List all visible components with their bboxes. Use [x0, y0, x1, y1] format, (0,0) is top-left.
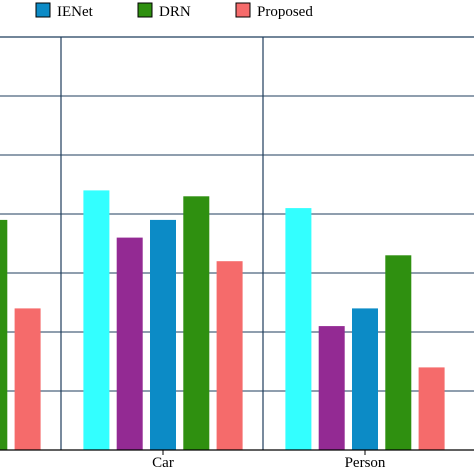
x-tick-labels: Car Person: [152, 455, 386, 471]
bar: [352, 308, 378, 450]
bar: [14, 308, 41, 450]
bar: [285, 208, 312, 450]
bars: [0, 190, 445, 450]
legend: IENet DRN Proposed: [35, 2, 313, 20]
axes: [0, 449, 474, 455]
bar: [0, 219, 8, 450]
legend-swatch: [235, 2, 251, 18]
legend-label: IENet: [57, 4, 94, 20]
bar: [116, 237, 143, 450]
bar: [216, 261, 243, 450]
x-tick-label: Car: [152, 455, 174, 471]
bar: [318, 326, 345, 450]
grid: [0, 36, 474, 450]
x-tick-label: Person: [345, 455, 386, 471]
bar: [418, 367, 445, 450]
legend-swatch: [137, 2, 153, 18]
bar: [150, 219, 176, 450]
bar: [385, 255, 412, 450]
bar: [83, 190, 110, 450]
legend-swatch: [35, 2, 51, 18]
legend-label: Proposed: [257, 4, 313, 20]
bar: [183, 196, 210, 450]
legend-label: DRN: [159, 4, 191, 20]
